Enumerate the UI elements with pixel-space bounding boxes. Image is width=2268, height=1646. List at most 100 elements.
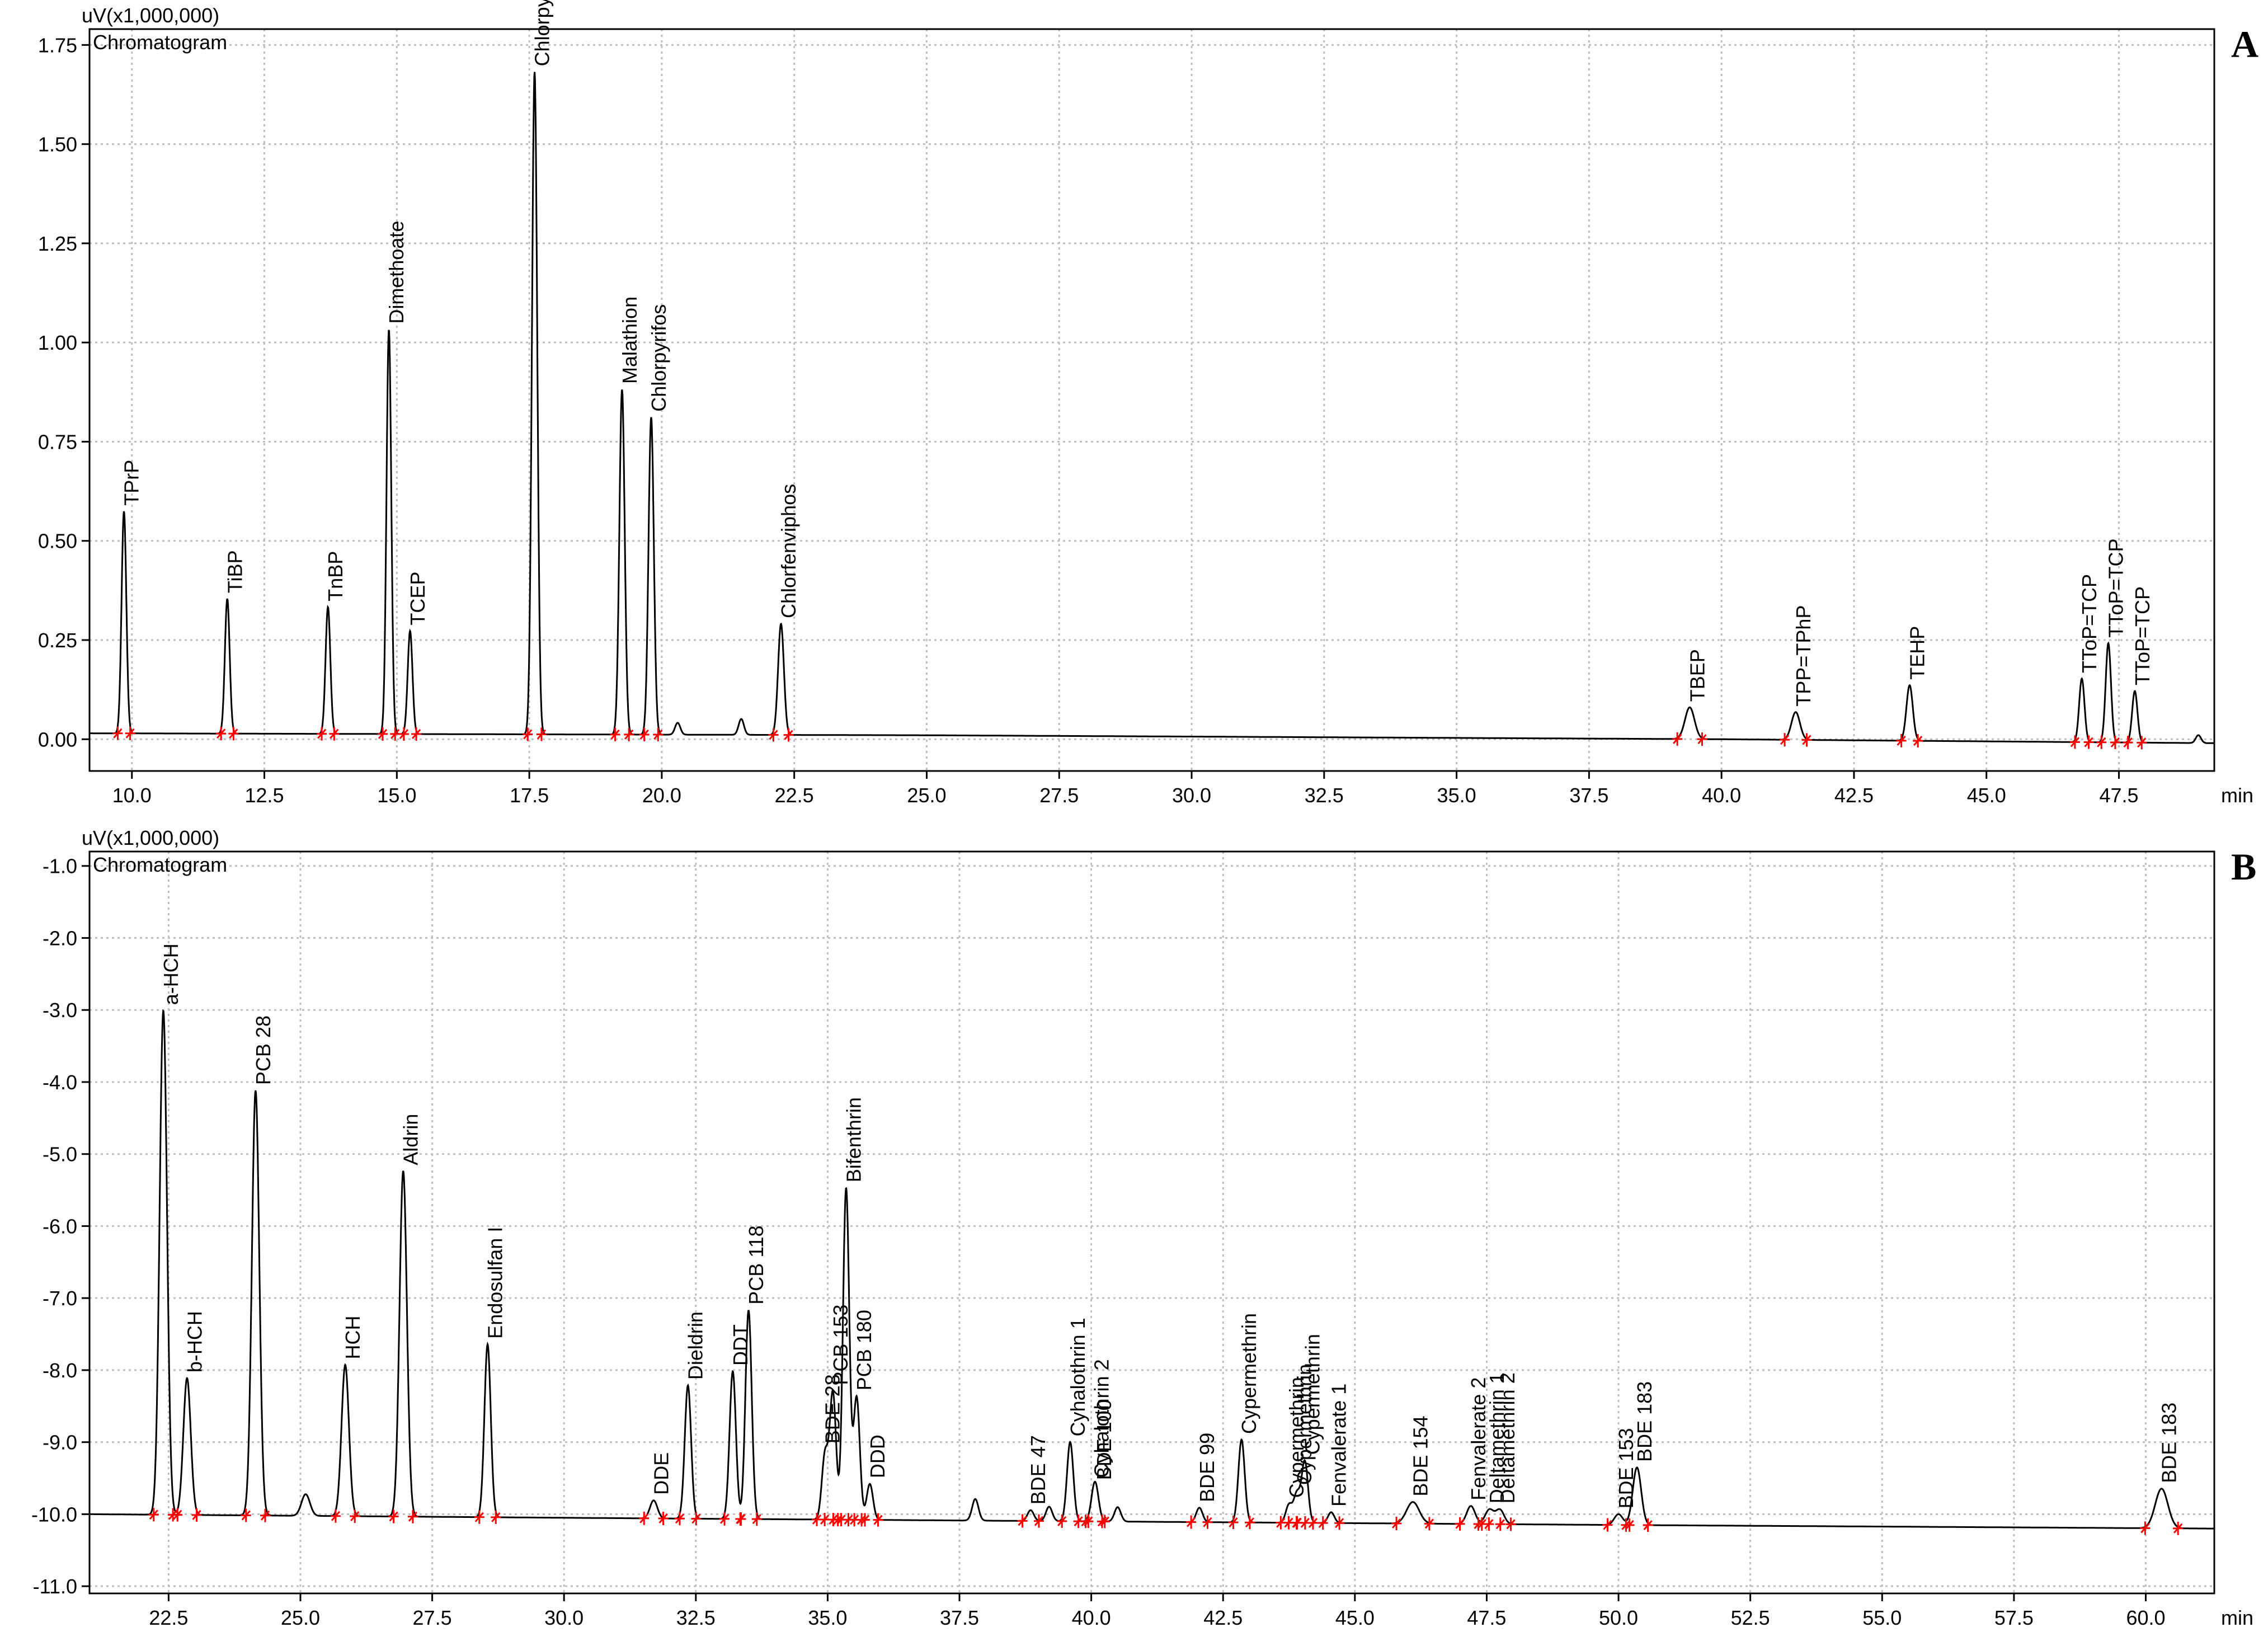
marker-stroke — [1057, 1516, 1067, 1526]
marker-stroke — [1621, 1520, 1631, 1530]
peak-integration-marker — [172, 1508, 183, 1522]
peak-integration-marker — [112, 726, 123, 740]
marker-stroke — [1391, 1518, 1401, 1529]
marker-stroke — [658, 1513, 668, 1524]
y-tick-label: -7.0 — [43, 1287, 77, 1310]
peak-label: TToP=TCP — [2078, 574, 2101, 673]
peak-label: Cypermethrin — [1293, 1364, 1316, 1485]
marker-stroke — [1455, 1518, 1465, 1529]
marker-stroke — [2173, 1523, 2183, 1534]
peak-label: TPP=TPhP — [1792, 605, 1815, 707]
x-tick-label: 35.0 — [1437, 784, 1476, 807]
peak-label: b-HCH — [183, 1311, 206, 1372]
x-tick-label: 42.5 — [1834, 784, 1874, 807]
marker-stroke — [1334, 1518, 1344, 1529]
marker-stroke — [350, 1511, 360, 1521]
chart-title: Chromatogram — [93, 31, 227, 54]
x-tick-label: 17.5 — [510, 784, 549, 807]
marker-stroke — [1802, 735, 1811, 745]
peak-label: TiBP — [223, 550, 246, 593]
peak-label: Aldrin — [399, 1114, 422, 1165]
y-tick-label: 0.00 — [38, 728, 77, 751]
peak-integration-marker — [2137, 736, 2147, 750]
marker-stroke — [408, 1511, 418, 1522]
marker-stroke — [1186, 1517, 1196, 1527]
peak-label: Chlorpyrifos — [647, 304, 670, 412]
panel-letter: A — [2231, 23, 2258, 65]
marker-stroke — [812, 1514, 822, 1525]
peak-label: PCB 153 — [829, 1305, 852, 1385]
marker-stroke — [1913, 736, 1923, 746]
peak-integration-marker — [1057, 1514, 1067, 1528]
peak-label: TToP=TCP — [2105, 539, 2128, 638]
marker-stroke — [736, 1513, 745, 1524]
x-tick-label: 40.0 — [1702, 784, 1741, 807]
peak-integration-marker — [411, 727, 422, 741]
marker-stroke — [1229, 1517, 1238, 1527]
peak-integration-marker — [1913, 734, 1923, 748]
peak-integration-marker — [2069, 735, 2080, 749]
peak-label: Cypermethrin — [1237, 1313, 1260, 1434]
chart-title: Chromatogram — [93, 853, 227, 876]
peak-integration-marker — [125, 726, 135, 740]
marker-stroke — [149, 1509, 158, 1520]
peak-integration-marker — [474, 1510, 484, 1524]
chromatogram-trace — [90, 72, 2214, 744]
peak-integration-marker — [378, 727, 388, 741]
marker-stroke — [113, 728, 123, 739]
plot-frame — [88, 28, 2215, 772]
peak-label: Chlorfenviphos — [777, 484, 800, 618]
marker-stroke — [1074, 1516, 1083, 1527]
peak-integration-marker — [390, 727, 401, 741]
marker-stroke — [229, 728, 238, 739]
peak-label: PCB 28 — [252, 1015, 275, 1085]
marker-stroke — [241, 1510, 251, 1521]
peak-label: Cyhalothrin 1 — [1066, 1318, 1089, 1436]
peak-label: Malathion — [618, 297, 641, 384]
peak-integration-marker — [1602, 1518, 1613, 1532]
peak-integration-marker — [2096, 735, 2107, 749]
marker-stroke — [653, 730, 663, 740]
y-tick-label: -9.0 — [43, 1431, 77, 1454]
marker-stroke — [784, 730, 793, 740]
y-tick-label: -3.0 — [43, 999, 77, 1022]
marker-stroke — [1276, 1517, 1286, 1528]
y-tick-label: 1.25 — [38, 232, 77, 255]
peak-label: a-HCH — [159, 943, 182, 1005]
peak-integration-marker — [1317, 1516, 1328, 1530]
peak-integration-marker — [639, 1511, 650, 1525]
marker-stroke — [820, 1515, 830, 1525]
peak-label: Chlorpyrifos-methyl/Parathion-methyl — [531, 0, 554, 66]
marker-stroke — [411, 729, 421, 740]
peak-label: Deltamethrin 2 — [1496, 1372, 1519, 1503]
marker-stroke — [1100, 1516, 1109, 1527]
peak-integration-marker — [1244, 1516, 1255, 1530]
peak-integration-marker — [1505, 1517, 1516, 1531]
marker-stroke — [639, 729, 649, 740]
peak-integration-marker — [350, 1509, 360, 1523]
peak-integration-marker — [330, 1509, 341, 1523]
y-tick-label: -2.0 — [43, 927, 77, 949]
marker-stroke — [719, 1513, 730, 1524]
marker-stroke — [217, 728, 226, 739]
peak-integration-marker — [216, 727, 227, 741]
peak-integration-marker — [610, 727, 620, 741]
marker-stroke — [173, 1509, 182, 1520]
x-tick-label: 27.5 — [413, 1606, 452, 1629]
peak-integration-marker — [1484, 1517, 1494, 1531]
marker-stroke — [389, 1511, 398, 1522]
peak-integration-marker — [783, 728, 794, 742]
peak-label: Cypermethrin — [1301, 1334, 1324, 1455]
marker-stroke — [399, 728, 409, 739]
marker-stroke — [2140, 1523, 2150, 1534]
peak-integration-marker — [751, 1512, 762, 1526]
marker-stroke — [1424, 1518, 1434, 1529]
marker-stroke — [474, 1512, 484, 1522]
peak-integration-marker — [2110, 735, 2120, 749]
marker-stroke — [1673, 733, 1682, 744]
x-tick-label: 57.5 — [1994, 1606, 2034, 1629]
peak-integration-marker — [1473, 1517, 1484, 1531]
peak-integration-marker — [2123, 736, 2133, 750]
peak-label: Fenvalerate 2 — [1467, 1377, 1490, 1501]
marker-stroke — [1034, 1516, 1044, 1526]
